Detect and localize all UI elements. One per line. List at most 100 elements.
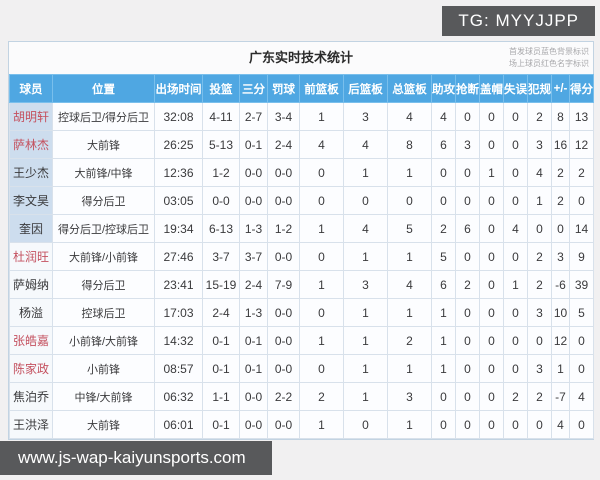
stat-cell: 0 [479, 382, 504, 411]
player-name-cell: 胡明轩 [9, 102, 53, 131]
stat-cell: 3 [343, 102, 388, 131]
stat-cell: 0 [479, 326, 504, 355]
stat-cell: 16 [551, 130, 570, 159]
title-bar: 广东实时技术统计 首发球员蓝色背景标识 场上球员红色名字标识 [9, 42, 593, 74]
column-header: 三分 [239, 74, 268, 103]
stat-cell: 1-2 [202, 158, 240, 187]
table-body: 胡明轩 控球后卫/得分后卫 32:08 4-11 2-7 3-4 1 3 4 4 0 0 0 2 8 13 萨林… [9, 102, 594, 439]
stat-cell: 0 [479, 186, 504, 215]
stat-cell: 1 [551, 354, 570, 383]
stat-cell: 08:57 [154, 354, 203, 383]
stat-cell: 26:25 [154, 130, 203, 159]
stat-cell: 0 [299, 186, 344, 215]
stat-cell: 06:32 [154, 382, 203, 411]
stats-table: 球员 位置 出场时间 投篮 三分 罚球 前篮板 后篮板 总篮板 助攻 抢断 盖帽 失误 犯规 +/- 得分 胡… [9, 74, 594, 439]
column-header: 总篮板 [387, 74, 432, 103]
stat-cell: 2-2 [267, 382, 300, 411]
stat-cell: 3-7 [202, 242, 240, 271]
table-row: 焦泊乔 中锋/大前锋 06:32 1-1 0-0 2-2 2 1 3 0 0 0 2 2 -7 4 [9, 382, 594, 411]
stat-cell: 4-11 [202, 102, 240, 131]
position-cell: 大前锋 [52, 410, 155, 439]
stat-cell: 1 [387, 410, 432, 439]
table-row: 胡明轩 控球后卫/得分后卫 32:08 4-11 2-7 3-4 1 3 4 4 0 0 0 2 8 13 [9, 102, 594, 131]
stat-cell: 1 [431, 354, 456, 383]
stat-cell: 2 [551, 158, 570, 187]
position-cell: 小前锋 [52, 354, 155, 383]
stat-cell: 0 [431, 382, 456, 411]
stat-cell: 1 [479, 158, 504, 187]
stat-cell: 3 [527, 354, 552, 383]
stat-cell: 2 [503, 382, 528, 411]
stat-cell: 39 [569, 270, 594, 299]
stat-cell: 2 [455, 270, 480, 299]
position-cell: 大前锋 [52, 130, 155, 159]
stat-cell: 0-0 [267, 158, 300, 187]
stat-cell: 1-1 [202, 382, 240, 411]
column-header: 得分 [569, 74, 594, 103]
stat-cell: 0 [503, 354, 528, 383]
stat-cell: 0 [455, 382, 480, 411]
table-row: 李文昊 得分后卫 03:05 0-0 0-0 0-0 0 0 0 0 0 0 0 1 2 0 [9, 186, 594, 215]
stat-cell: 0 [569, 410, 594, 439]
table-row: 张皓嘉 小前锋/大前锋 14:32 0-1 0-1 0-0 1 1 2 1 0 0 0 0 12 0 [9, 326, 594, 355]
position-cell: 小前锋/大前锋 [52, 326, 155, 355]
stat-cell: 3-7 [239, 242, 268, 271]
stat-cell: 1 [527, 186, 552, 215]
stat-cell: 32:08 [154, 102, 203, 131]
stat-cell: 17:03 [154, 298, 203, 327]
stat-cell: 4 [527, 158, 552, 187]
stat-cell: 5-13 [202, 130, 240, 159]
stat-cell: 0 [503, 326, 528, 355]
tg-badge: TG: MYYJJPP [442, 6, 595, 36]
stat-cell: 0 [551, 214, 570, 243]
stat-cell: 0 [569, 186, 594, 215]
stat-cell: 1 [299, 102, 344, 131]
stat-cell: 0 [479, 270, 504, 299]
header-row: 球员 位置 出场时间 投篮 三分 罚球 前篮板 后篮板 总篮板 助攻 抢断 盖帽 失误 犯规 +/- 得分 [9, 74, 594, 103]
stat-cell: 0 [503, 186, 528, 215]
column-header: 后篮板 [343, 74, 388, 103]
stat-cell: 1 [503, 270, 528, 299]
stat-cell: 1 [387, 298, 432, 327]
stat-cell: 0 [503, 130, 528, 159]
stat-cell: 06:01 [154, 410, 203, 439]
position-cell: 控球后卫 [52, 298, 155, 327]
watermark: www.js-wap-kaiyunsports.com [0, 441, 272, 475]
stat-cell: 3-4 [267, 102, 300, 131]
stat-cell: 0-1 [202, 326, 240, 355]
stat-cell: 0 [431, 158, 456, 187]
column-header: 出场时间 [154, 74, 203, 103]
stat-cell: 4 [299, 130, 344, 159]
stat-cell: 2 [527, 102, 552, 131]
stat-cell: 2 [299, 382, 344, 411]
stat-cell: 1 [431, 326, 456, 355]
position-cell: 控球后卫/得分后卫 [52, 102, 155, 131]
stat-cell: 8 [387, 130, 432, 159]
stat-cell: 0 [527, 326, 552, 355]
position-cell: 得分后卫 [52, 270, 155, 299]
column-header: 前篮板 [299, 74, 344, 103]
player-name-cell: 杨溢 [9, 298, 53, 327]
stat-cell: 10 [551, 298, 570, 327]
stat-cell: 0 [479, 298, 504, 327]
stat-cell: 03:05 [154, 186, 203, 215]
table-row: 萨林杰 大前锋 26:25 5-13 0-1 2-4 4 4 8 6 3 0 0 3 16 12 [9, 130, 594, 159]
stat-cell: 1-3 [239, 298, 268, 327]
stat-cell: 2 [569, 158, 594, 187]
stat-cell: 0-0 [267, 354, 300, 383]
stat-cell: 3 [527, 130, 552, 159]
stat-cell: 0-1 [202, 354, 240, 383]
column-header: 盖帽 [479, 74, 504, 103]
stat-cell: 0-1 [239, 354, 268, 383]
table-row: 王洪泽 大前锋 06:01 0-1 0-0 0-0 1 0 1 0 0 0 0 0 4 0 [9, 410, 594, 439]
player-name-cell: 萨林杰 [9, 130, 53, 159]
stat-cell: -6 [551, 270, 570, 299]
stat-cell: 0 [455, 410, 480, 439]
stat-cell: 0 [299, 354, 344, 383]
player-name-cell: 杜润旺 [9, 242, 53, 271]
stat-cell: 0 [455, 354, 480, 383]
stat-cell: 27:46 [154, 242, 203, 271]
stat-cell: 6-13 [202, 214, 240, 243]
player-name-cell: 王少杰 [9, 158, 53, 187]
stat-cell: 0-1 [202, 410, 240, 439]
